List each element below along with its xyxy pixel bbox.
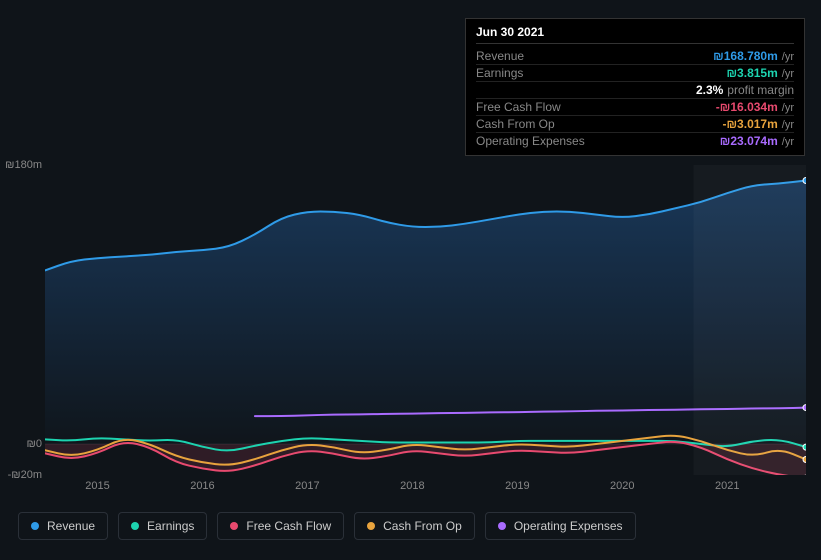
- end-marker: [803, 457, 806, 463]
- chart-plot[interactable]: [45, 165, 806, 475]
- x-tick-label: 2018: [400, 480, 424, 492]
- legend-dot-icon: [367, 522, 375, 530]
- tooltip-row: Cash From Op -₪3.017m/yr: [476, 116, 794, 133]
- chart-container: ₪180m ₪0 -₪20m: [0, 155, 821, 485]
- hover-band: [694, 165, 806, 475]
- x-axis-labels: 2015 2016 2017 2018 2019 2020 2021: [45, 480, 806, 500]
- legend-item-operating-expenses[interactable]: Operating Expenses: [485, 512, 636, 540]
- area-Free Cash Flow: [45, 442, 806, 475]
- x-tick-label: 2017: [295, 480, 319, 492]
- legend-label: Revenue: [47, 519, 95, 533]
- legend-dot-icon: [31, 522, 39, 530]
- end-marker: [803, 444, 806, 450]
- y-axis-labels: ₪180m ₪0 -₪20m: [0, 155, 45, 485]
- legend-label: Operating Expenses: [514, 519, 623, 533]
- tooltip-row: Operating Expenses ₪23.074m/yr: [476, 133, 794, 149]
- x-tick-label: 2021: [715, 480, 739, 492]
- end-marker: [803, 405, 806, 411]
- x-tick-label: 2015: [85, 480, 109, 492]
- area-Revenue: [45, 181, 806, 445]
- y-tick-label: -₪20m: [8, 469, 42, 481]
- x-tick-label: 2020: [610, 480, 634, 492]
- legend-label: Earnings: [147, 519, 194, 533]
- chart-tooltip: Jun 30 2021 Revenue ₪168.780m/yrEarnings…: [465, 18, 805, 156]
- legend-item-free-cash-flow[interactable]: Free Cash Flow: [217, 512, 344, 540]
- tooltip-title: Jun 30 2021: [476, 25, 794, 44]
- legend-dot-icon: [498, 522, 506, 530]
- chart-legend: Revenue Earnings Free Cash Flow Cash From O…: [18, 512, 636, 540]
- tooltip-row: Revenue ₪168.780m/yr: [476, 48, 794, 65]
- legend-item-cash-from-op[interactable]: Cash From Op: [354, 512, 475, 540]
- x-tick-label: 2019: [505, 480, 529, 492]
- tooltip-profit-margin: 2.3%profit margin: [476, 82, 794, 99]
- tooltip-row: Free Cash Flow -₪16.034m/yr: [476, 99, 794, 116]
- legend-label: Free Cash Flow: [246, 519, 331, 533]
- legend-dot-icon: [131, 522, 139, 530]
- legend-item-revenue[interactable]: Revenue: [18, 512, 108, 540]
- x-tick-label: 2016: [190, 480, 214, 492]
- legend-label: Cash From Op: [383, 519, 462, 533]
- end-marker: [803, 178, 806, 184]
- tooltip-rows: Revenue ₪168.780m/yrEarnings ₪3.815m/yr2…: [476, 48, 794, 149]
- y-tick-label: ₪0: [27, 438, 42, 450]
- tooltip-row: Earnings ₪3.815m/yr: [476, 65, 794, 82]
- legend-item-earnings[interactable]: Earnings: [118, 512, 207, 540]
- y-tick-label: ₪180m: [5, 159, 42, 171]
- legend-dot-icon: [230, 522, 238, 530]
